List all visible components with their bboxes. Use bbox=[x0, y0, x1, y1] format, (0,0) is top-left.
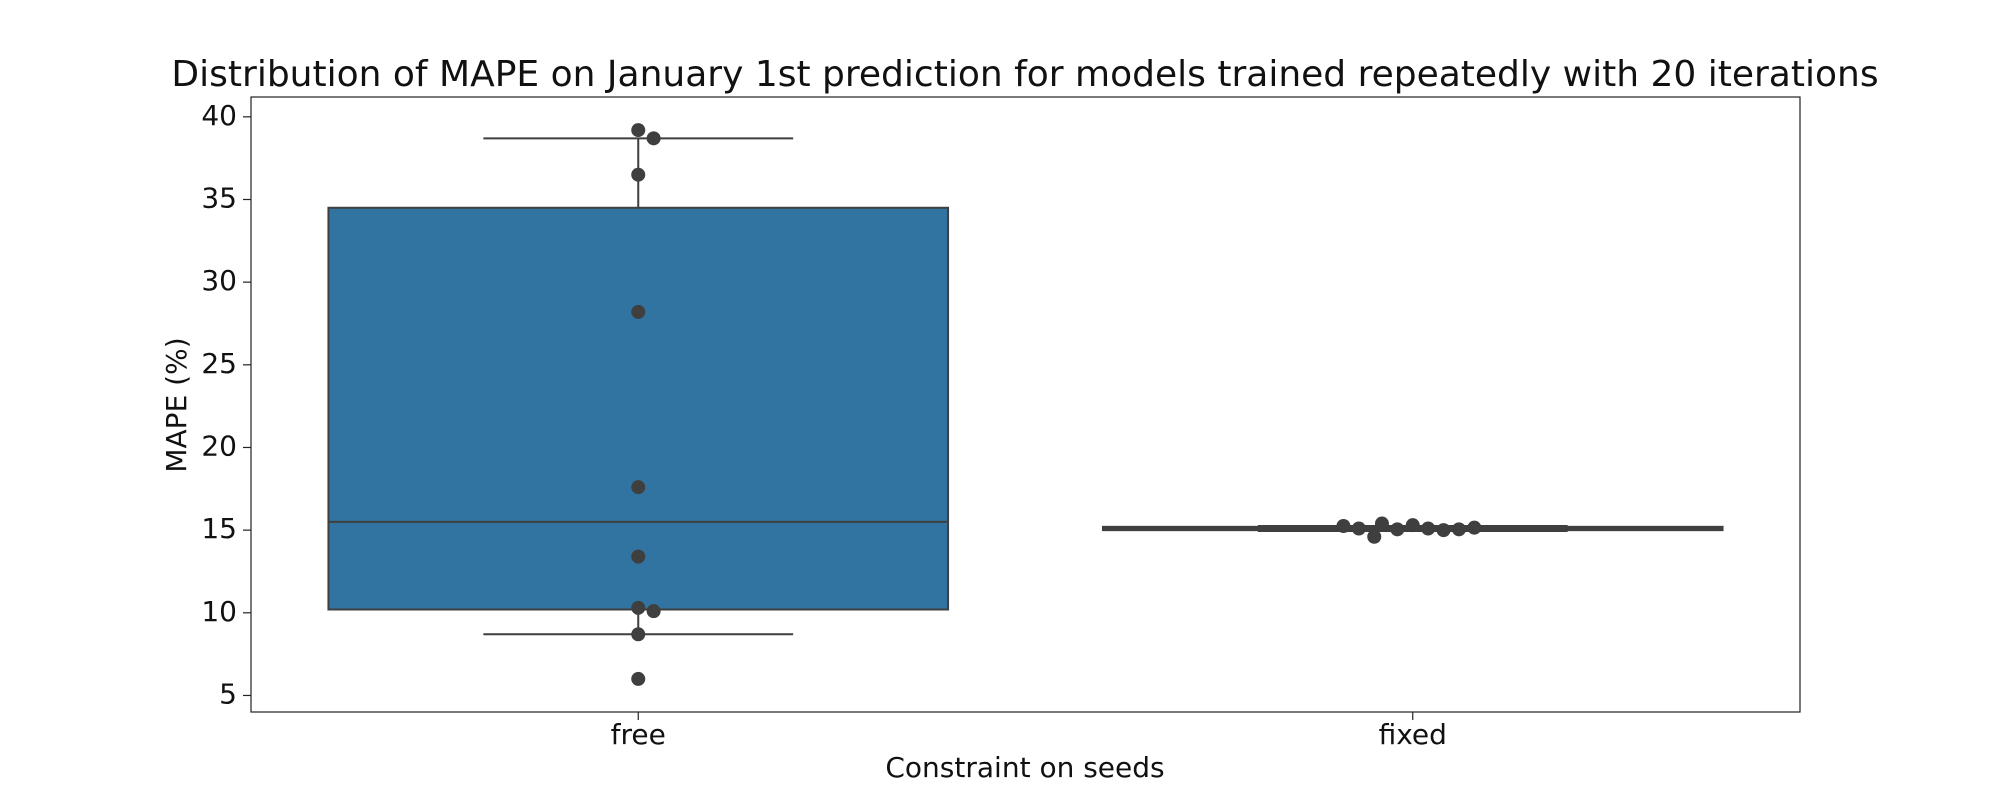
box bbox=[327, 206, 950, 611]
y-tick-label: 15 bbox=[201, 512, 237, 545]
data-point bbox=[631, 123, 646, 138]
y-tick-label: 40 bbox=[201, 99, 237, 132]
data-point bbox=[1367, 529, 1382, 544]
data-point bbox=[631, 480, 646, 495]
y-tick-label: 20 bbox=[201, 429, 237, 462]
data-point bbox=[631, 627, 646, 642]
data-point bbox=[1451, 522, 1466, 537]
data-point bbox=[646, 131, 661, 146]
data-point bbox=[1390, 522, 1405, 537]
y-tick-label: 5 bbox=[219, 677, 237, 710]
y-tick-label: 35 bbox=[201, 182, 237, 215]
data-point bbox=[631, 671, 646, 686]
data-point bbox=[631, 600, 646, 615]
y-axis-label: MAPE (%) bbox=[160, 337, 193, 472]
y-tick-label: 30 bbox=[201, 264, 237, 297]
data-point bbox=[1405, 518, 1420, 533]
data-point bbox=[1436, 523, 1451, 538]
data-point bbox=[646, 604, 661, 619]
x-axis-label: Constraint on seeds bbox=[885, 751, 1164, 784]
data-point bbox=[1374, 516, 1389, 531]
data-point bbox=[631, 549, 646, 564]
plot-frame bbox=[250, 96, 1801, 713]
x-tick-label: fixed bbox=[1379, 718, 1447, 751]
data-point bbox=[1336, 519, 1351, 534]
data-point bbox=[1421, 521, 1436, 536]
data-point bbox=[631, 167, 646, 182]
x-tick-label: free bbox=[611, 718, 666, 751]
data-point bbox=[631, 304, 646, 319]
data-point bbox=[1467, 520, 1482, 535]
data-point bbox=[1351, 521, 1366, 536]
y-tick-label: 25 bbox=[201, 347, 237, 380]
chart-title: Distribution of MAPE on January 1st pred… bbox=[171, 54, 1878, 95]
y-tick-label: 10 bbox=[201, 595, 237, 628]
